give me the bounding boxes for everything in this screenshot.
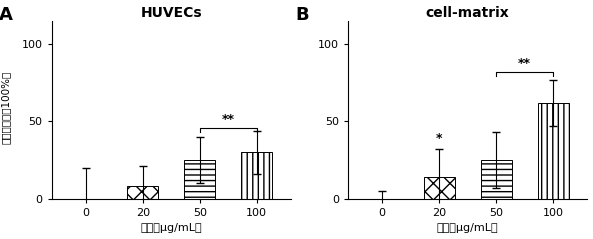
Bar bbox=[184, 160, 215, 199]
Text: 粘附抑制率（100%）: 粘附抑制率（100%） bbox=[1, 71, 11, 144]
X-axis label: 浓度（μg/mL）: 浓度（μg/mL） bbox=[437, 223, 499, 234]
Bar bbox=[538, 103, 569, 199]
Text: B: B bbox=[295, 6, 309, 24]
Title: HUVECs: HUVECs bbox=[141, 5, 202, 20]
Text: A: A bbox=[0, 6, 12, 24]
Text: **: ** bbox=[222, 113, 235, 126]
Bar bbox=[480, 160, 512, 199]
X-axis label: 浓度（μg/mL）: 浓度（μg/mL） bbox=[141, 223, 202, 234]
Title: cell-matrix: cell-matrix bbox=[426, 5, 509, 20]
Text: *: * bbox=[436, 132, 442, 145]
Bar bbox=[241, 152, 272, 199]
Bar bbox=[423, 177, 455, 199]
Text: **: ** bbox=[518, 57, 531, 70]
Y-axis label: 粘附抑制率（100%）: 粘附抑制率（100%） bbox=[0, 238, 1, 239]
Bar bbox=[127, 186, 158, 199]
